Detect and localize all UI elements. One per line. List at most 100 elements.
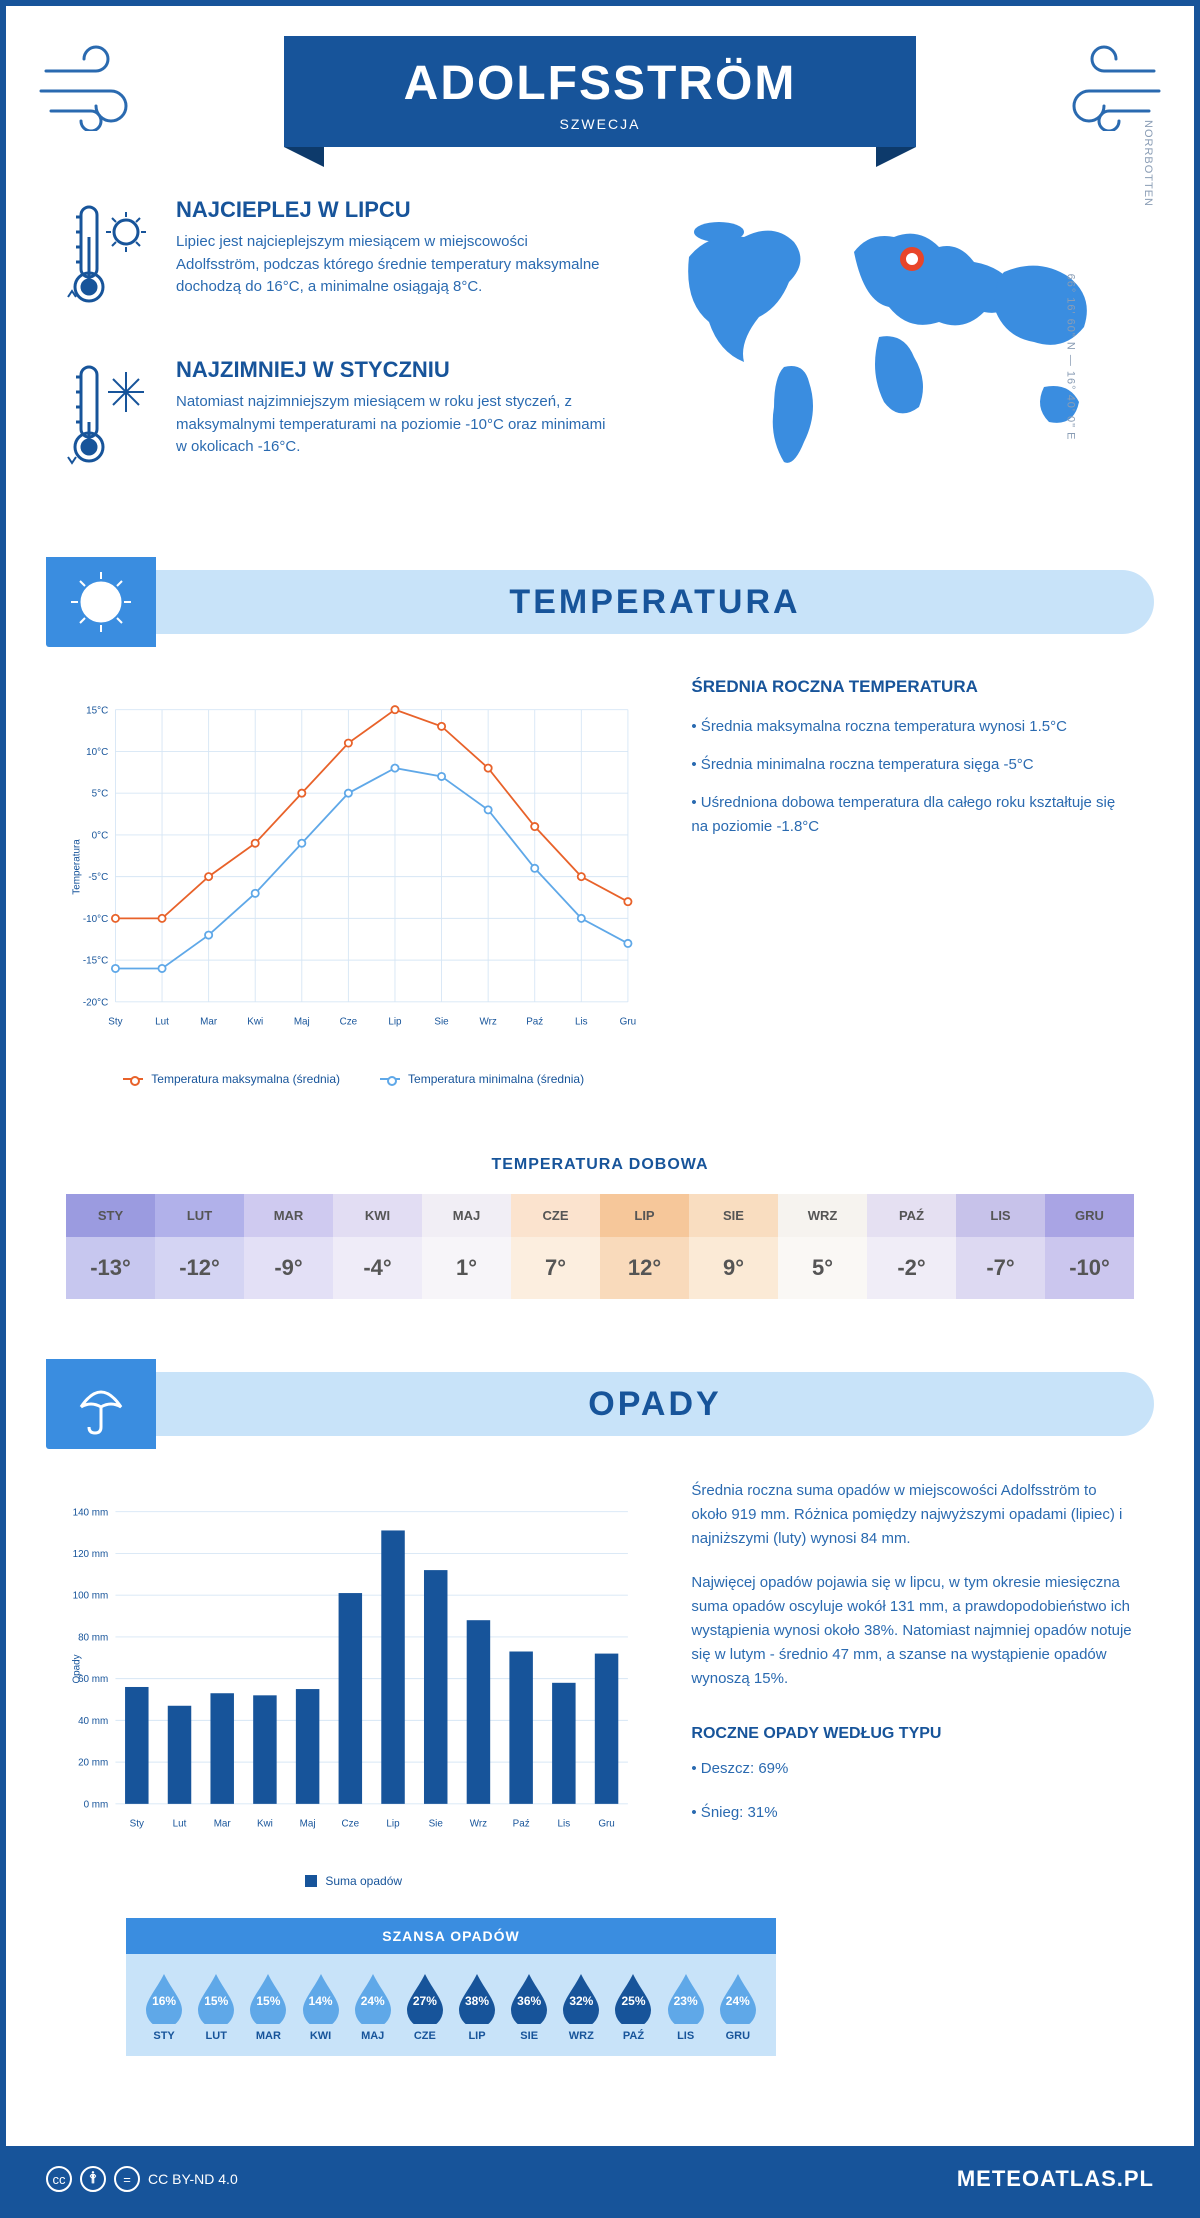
precipitation-chart: 0 mm20 mm40 mm60 mm80 mm100 mm120 mm140 … (66, 1479, 641, 1888)
rain-drop: 36%SIE (509, 1972, 549, 2042)
precip-type-title: ROCZNE OPADY WEDŁUG TYPU (691, 1721, 1134, 1747)
precipitation-info: Średnia roczna suma opadów w miejscowośc… (691, 1479, 1134, 1888)
coldest-title: NAJZIMNIEJ W STYCZNIU (176, 357, 614, 383)
svg-text:Sty: Sty (130, 1818, 144, 1829)
svg-text:0 mm: 0 mm (84, 1799, 109, 1810)
page: ADOLFSSTRÖM SZWECJA NAJCIEPLEJ W LIPCU L… (0, 0, 1200, 2218)
coordinates-label: 66° 16' 60" N — 16° 40' 0" E (1065, 274, 1077, 441)
rain-drop: 38%LIP (457, 1972, 497, 2042)
rain-chance-title: SZANSA OPADÓW (126, 1918, 776, 1954)
svg-text:Paź: Paź (513, 1818, 530, 1829)
rain-drop: 15%LUT (196, 1972, 236, 2042)
svg-text:Opady: Opady (71, 1654, 82, 1683)
svg-text:Wrz: Wrz (479, 1016, 496, 1027)
svg-text:Cze: Cze (342, 1818, 360, 1829)
header: ADOLFSSTRÖM SZWECJA (6, 6, 1194, 197)
svg-text:Lip: Lip (386, 1818, 400, 1829)
map-column: NORRBOTTEN 66° 16' 60" N — 16° 40' 0" E (654, 197, 1134, 517)
svg-text:100 mm: 100 mm (73, 1591, 109, 1602)
rain-chance-box: SZANSA OPADÓW 16%STY15%LUT15%MAR14%KWI24… (126, 1918, 776, 2056)
daily-temp-title: TEMPERATURA DOBOWA (6, 1156, 1194, 1174)
country-subtitle: SZWECJA (404, 116, 797, 132)
svg-text:0°C: 0°C (92, 830, 109, 841)
svg-text:Lis: Lis (558, 1818, 571, 1829)
umbrella-icon (46, 1359, 156, 1449)
coldest-body: Natomiast najzimniejszym miesiącem w rok… (176, 391, 614, 459)
warmest-title: NAJCIEPLEJ W LIPCU (176, 197, 614, 223)
svg-text:-10°C: -10°C (83, 914, 108, 925)
svg-text:Mar: Mar (200, 1016, 218, 1027)
temperature-title: TEMPERATURA (509, 583, 800, 622)
daily-col: PAŹ-2° (867, 1194, 956, 1299)
svg-text:80 mm: 80 mm (78, 1632, 108, 1643)
precip-p2: Najwięcej opadów pojawia się w lipcu, w … (691, 1571, 1134, 1691)
coldest-text: NAJZIMNIEJ W STYCZNIU Natomiast najzimni… (176, 357, 614, 482)
svg-text:40 mm: 40 mm (78, 1716, 108, 1727)
intro-section: NAJCIEPLEJ W LIPCU Lipiec jest najcieple… (6, 197, 1194, 557)
rain-drop: 14%KWI (301, 1972, 341, 2042)
warmest-text: NAJCIEPLEJ W LIPCU Lipiec jest najcieple… (176, 197, 614, 322)
coldest-block: NAJZIMNIEJ W STYCZNIU Natomiast najzimni… (66, 357, 614, 482)
svg-text:Kwi: Kwi (257, 1818, 273, 1829)
svg-text:Lis: Lis (575, 1016, 588, 1027)
rain-drop: 25%PAŹ (613, 1972, 653, 2042)
annual-temp-title: ŚREDNIA ROCZNA TEMPERATURA (691, 677, 1134, 697)
city-title: ADOLFSSTRÖM (404, 56, 797, 111)
daily-col: WRZ5° (778, 1194, 867, 1299)
thermometer-sun-icon (66, 197, 156, 322)
precipitation-section-header: OPADY (46, 1359, 1154, 1449)
temp-bullet: • Uśredniona dobowa temperatura dla całe… (691, 791, 1134, 839)
svg-text:Lut: Lut (173, 1818, 187, 1829)
rain-drop: 24%GRU (718, 1972, 758, 2042)
daily-col: MAR-9° (244, 1194, 333, 1299)
svg-text:-20°C: -20°C (83, 997, 108, 1008)
svg-text:-15°C: -15°C (83, 956, 108, 967)
warmest-block: NAJCIEPLEJ W LIPCU Lipiec jest najcieple… (66, 197, 614, 322)
svg-text:Wrz: Wrz (470, 1818, 487, 1829)
daily-col: LIS-7° (956, 1194, 1045, 1299)
daily-col: LUT-12° (155, 1194, 244, 1299)
svg-text:Sie: Sie (429, 1818, 444, 1829)
footer: cc 🛉 = CC BY-ND 4.0 METEOATLAS.PL (6, 2146, 1194, 2212)
region-label: NORRBOTTEN (1142, 120, 1154, 207)
svg-text:Paź: Paź (526, 1016, 543, 1027)
svg-text:10°C: 10°C (86, 747, 108, 758)
cc-icon: cc (46, 2166, 72, 2192)
license: cc 🛉 = CC BY-ND 4.0 (46, 2166, 238, 2192)
svg-text:60 mm: 60 mm (78, 1674, 108, 1685)
daily-col: SIE9° (689, 1194, 778, 1299)
svg-text:5°C: 5°C (92, 789, 109, 800)
svg-text:Maj: Maj (300, 1818, 316, 1829)
precipitation-title: OPADY (588, 1385, 721, 1424)
rain-drop: 32%WRZ (561, 1972, 601, 2042)
svg-text:Lut: Lut (155, 1016, 169, 1027)
svg-text:Temperatura: Temperatura (71, 839, 82, 895)
daily-col: KWI-4° (333, 1194, 422, 1299)
svg-text:Sie: Sie (434, 1016, 449, 1027)
legend-max: Temperatura maksymalna (średnia) (151, 1072, 340, 1086)
rain-drop: 16%STY (144, 1972, 184, 2042)
svg-text:Sty: Sty (108, 1016, 122, 1027)
daily-col: LIP12° (600, 1194, 689, 1299)
svg-text:-5°C: -5°C (88, 872, 108, 883)
temperature-info: ŚREDNIA ROCZNA TEMPERATURA • Średnia mak… (691, 677, 1134, 1086)
daily-col: MAJ1° (422, 1194, 511, 1299)
sun-icon (46, 557, 156, 647)
wind-icon (1044, 41, 1164, 131)
temp-bullet: • Średnia maksymalna roczna temperatura … (691, 715, 1134, 739)
license-text: CC BY-ND 4.0 (148, 2171, 238, 2187)
precipitation-legend: Suma opadów (66, 1874, 641, 1888)
temperature-chart: -20°C -15°C -10°C -5°C 0°C 5°C 10°C 15°C Sty Lut M… (66, 677, 641, 1086)
daily-col: GRU-10° (1045, 1194, 1134, 1299)
daily-col: STY-13° (66, 1194, 155, 1299)
footer-brand: METEOATLAS.PL (957, 2166, 1154, 2192)
svg-text:15°C: 15°C (86, 705, 108, 716)
svg-text:Cze: Cze (340, 1016, 358, 1027)
intro-text-column: NAJCIEPLEJ W LIPCU Lipiec jest najcieple… (66, 197, 614, 517)
wind-icon (36, 41, 156, 131)
svg-text:140 mm: 140 mm (73, 1507, 109, 1518)
svg-text:Gru: Gru (598, 1818, 614, 1829)
precipitation-row: 0 mm20 mm40 mm60 mm80 mm100 mm120 mm140 … (6, 1479, 1194, 1918)
temperature-legend: Temperatura maksymalna (średnia) Tempera… (66, 1072, 641, 1086)
title-banner: ADOLFSSTRÖM SZWECJA (284, 36, 917, 147)
